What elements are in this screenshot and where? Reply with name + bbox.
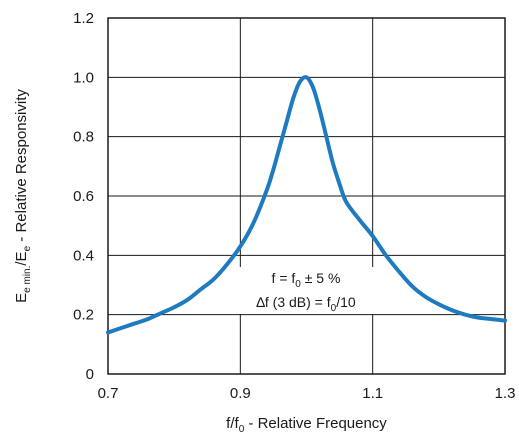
y-axis-label-suffix: - Relative Responsivity	[13, 89, 30, 246]
x-tick-label: 1.3	[495, 385, 516, 402]
x-axis-label: f/f0 - Relative Frequency	[226, 415, 387, 435]
annotation-line-2-prefix: ∆f (3 dB) = f	[256, 294, 330, 310]
y-tick-label: 0	[86, 366, 94, 383]
y-axis-ticks: 0 0.2 0.4 0.6 0.8 1.0 1.2	[73, 10, 94, 383]
y-tick-label: 0.8	[73, 129, 94, 146]
y-tick-label: 0.2	[73, 307, 94, 324]
y-axis-label-subscript-1: e min.	[22, 266, 33, 293]
annotation-line-2: ∆f (3 dB) = f0/10	[256, 294, 356, 314]
x-tick-label: 1.1	[362, 385, 383, 402]
y-tick-label: 1.0	[73, 69, 94, 86]
annotation-background	[232, 267, 380, 314]
x-tick-label: 0.9	[230, 385, 251, 402]
y-tick-label: 1.2	[73, 10, 94, 27]
y-axis-label: Ee min./Ee - Relative Responsivity	[13, 89, 33, 303]
y-tick-label: 0.4	[73, 247, 94, 264]
x-axis-label-suffix: - Relative Frequency	[244, 415, 387, 432]
x-axis-label-prefix: f/f	[226, 415, 239, 432]
annotation-line-2-subscript: 0	[331, 303, 337, 314]
y-axis-label-prefix: E	[13, 293, 30, 303]
annotation-line-1-subscript: 0	[295, 279, 301, 290]
plot-area-frame	[107, 17, 506, 375]
x-axis-ticks: 0.7 0.9 1.1 1.3	[98, 385, 516, 402]
grid-lines	[108, 18, 505, 374]
annotation-line-1-suffix: ± 5 %	[301, 270, 341, 286]
response-curve-layer	[106, 75, 507, 335]
y-axis-label-subscript-2: e	[22, 245, 33, 251]
annotation-line-2-suffix: /10	[336, 294, 356, 310]
y-tick-label: 0.6	[73, 188, 94, 205]
y-axis-label-mid: /E	[13, 251, 30, 265]
annotation-line-1: f = f0 ± 5 %	[272, 270, 341, 290]
annotation-line-1-prefix: f = f	[272, 270, 296, 286]
x-tick-label: 0.7	[98, 385, 119, 402]
x-axis-label-subscript: 0	[239, 424, 245, 435]
response-curve	[106, 75, 507, 335]
